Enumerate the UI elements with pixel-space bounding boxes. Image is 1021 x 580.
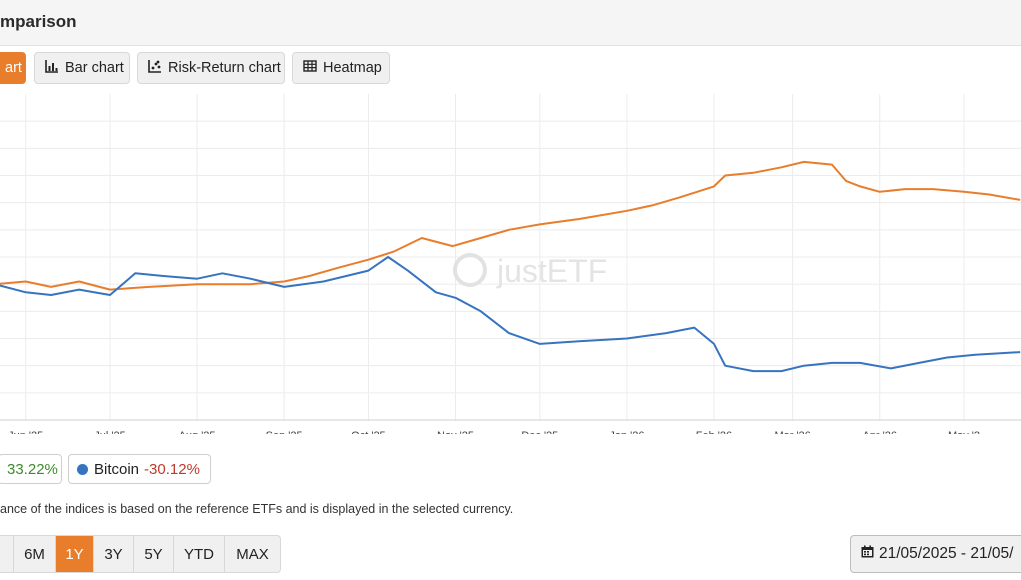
tab-risk-return-label: Risk-Return chart [168,60,281,76]
x-tick-label: Feb '26 [696,430,732,434]
chart-svg: justETF Jun '25 Jul '25 Aug '25 Sep '25 Oct … [0,94,1021,442]
panel-title: mparison [0,12,77,31]
legend-item-1-value: 33.22% [7,460,58,478]
scatter-chart-icon [148,59,162,77]
tab-bar-chart-label: Bar chart [65,60,124,76]
series-line-orange [0,160,1021,291]
period-1y[interactable]: 1Y [56,536,94,572]
date-range-picker[interactable]: 21/05/2025 - 21/05/ [850,535,1021,573]
x-tick-label: Jan '26 [609,430,644,434]
x-tick-label: Jul '25 [94,430,125,434]
table-grid-icon [303,59,317,77]
period-partial[interactable] [0,536,14,572]
x-tick-label: Apr '26 [862,430,897,434]
calendar-icon [861,545,879,563]
x-tick-label: Jun '25 [8,430,43,434]
period-3y[interactable]: 3Y [94,536,134,572]
tab-risk-return-chart[interactable]: Risk-Return chart [137,52,285,84]
period-selector: 6M 1Y 3Y 5Y YTD MAX [0,535,281,573]
performance-chart: justETF Jun '25 Jul '25 Aug '25 Sep '25 Oct … [0,94,1021,442]
legend-item-1[interactable]: 33.22% [0,454,62,484]
watermark-logo-icon [453,253,487,287]
bar-chart-icon [45,59,59,77]
legend-item-bitcoin[interactable]: Bitcoin -30.12% [68,454,211,484]
x-tick-label: Dec '25 [521,430,558,434]
disclaimer-note: ance of the indices is based on the refe… [0,502,514,516]
period-5y[interactable]: 5Y [134,536,174,572]
x-tick-label: Mar '26 [774,430,810,434]
tab-heatmap-label: Heatmap [323,60,382,76]
tab-bar-chart[interactable]: Bar chart [34,52,130,84]
legend-item-bitcoin-value: -30.12% [144,460,200,478]
panel-header: mparison [0,0,1021,46]
chart-type-tabs: art Bar chart Risk-Return chart Heatmap [0,52,1021,86]
watermark-text: justETF [496,253,607,289]
tab-line-chart-label: art [5,60,22,76]
tab-heatmap[interactable]: Heatmap [292,52,390,84]
x-tick-label: Oct '25 [351,430,386,434]
period-max[interactable]: MAX [236,545,269,563]
date-range-value: 21/05/2025 - 21/05/ [879,545,1014,562]
x-axis-ticks: Jun '25 Jul '25 Aug '25 Sep '25 Oct '25 Nov '… [8,430,980,442]
tab-line-chart[interactable]: art [0,52,26,84]
bitcoin-dot-icon [77,463,88,475]
chart-grid [0,94,1021,421]
x-tick-label: Sep '25 [266,430,303,434]
watermark: justETF [453,253,607,289]
x-tick-label: May '2 [948,430,980,434]
period-6m[interactable]: 6M [14,536,56,572]
x-tick-label: Aug '25 [179,430,216,434]
x-tick-label: Nov '25 [437,430,474,434]
period-ytd[interactable]: YTD [174,536,225,572]
series-line-bitcoin [0,256,1021,373]
legend-item-bitcoin-label: Bitcoin [94,460,140,478]
chart-series [0,160,1021,373]
